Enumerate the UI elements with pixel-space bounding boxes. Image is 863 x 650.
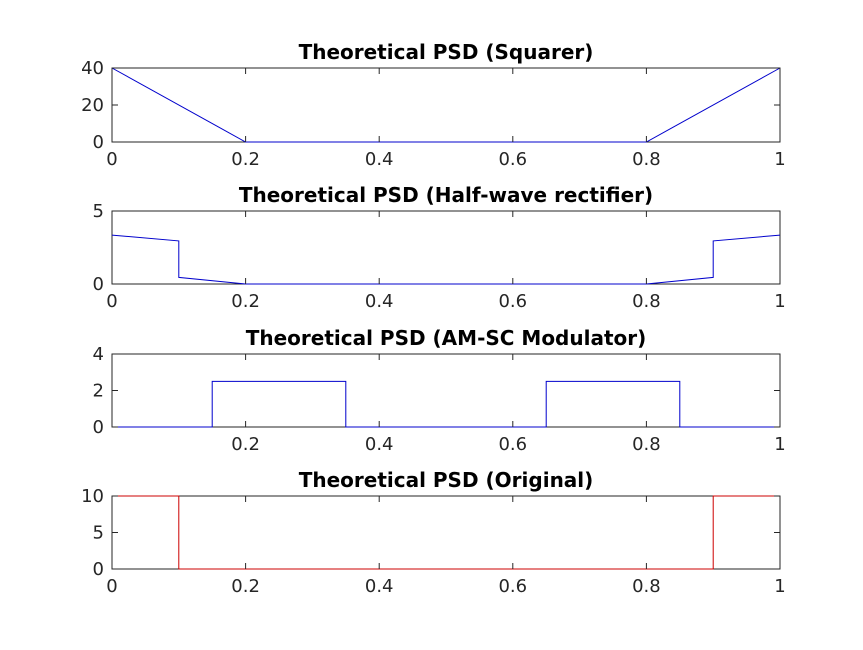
series-line xyxy=(111,67,781,143)
x-tick-label: 0.2 xyxy=(231,291,260,312)
axes-box xyxy=(111,495,781,570)
x-tick-label: 0 xyxy=(106,576,117,597)
y-tick-label: 40 xyxy=(81,58,104,79)
subplot-title: Theoretical PSD (AM-SC Modulator) xyxy=(246,326,647,350)
x-tick-label: 0.8 xyxy=(632,576,661,597)
x-tick-label: 0 xyxy=(106,291,117,312)
x-tick-label: 0.6 xyxy=(498,149,527,170)
y-tick-label: 0 xyxy=(93,417,104,438)
y-tick-label: 0 xyxy=(93,559,104,580)
x-tick-label: 0.6 xyxy=(498,434,527,455)
y-tick-label: 5 xyxy=(93,201,104,222)
y-tick-label: 20 xyxy=(81,95,104,116)
y-tick-label: 0 xyxy=(93,274,104,295)
x-tick-label: 0.4 xyxy=(365,291,394,312)
x-tick-label: 0 xyxy=(106,149,117,170)
x-tick-label: 1 xyxy=(774,434,785,455)
subplot-title: Theoretical PSD (Squarer) xyxy=(299,40,594,64)
x-tick-label: 0.8 xyxy=(632,434,661,455)
x-tick-label: 0.8 xyxy=(632,149,661,170)
x-tick-label: 0.2 xyxy=(231,434,260,455)
y-tick-label: 5 xyxy=(93,523,104,544)
series-line xyxy=(112,380,780,428)
subplot-title: Theoretical PSD (Half-wave rectifier) xyxy=(239,183,653,207)
axes-box xyxy=(111,353,781,428)
x-tick-label: 0.2 xyxy=(231,576,260,597)
x-tick-label: 0.8 xyxy=(632,291,661,312)
axes-box xyxy=(111,210,781,285)
subplot-am-sc-modulator: Theoretical PSD (AM-SC Modulator) 0.2 0.4… xyxy=(93,326,786,455)
x-tick-label: 0.6 xyxy=(498,576,527,597)
y-tick-label: 4 xyxy=(93,344,104,365)
axes-box xyxy=(111,67,781,143)
subplot-squarer: Theoretical PSD (Squarer) 0 0.2 0.4 0.6 0.8 1… xyxy=(81,40,786,170)
x-tick-label: 0.6 xyxy=(498,291,527,312)
series-line xyxy=(112,495,780,570)
series-line xyxy=(111,234,781,285)
subplot-title: Theoretical PSD (Original) xyxy=(299,468,594,492)
x-tick-label: 0.4 xyxy=(365,434,394,455)
x-tick-label: 1 xyxy=(774,149,785,170)
x-tick-label: 0.2 xyxy=(231,149,260,170)
y-tick-label: 2 xyxy=(93,381,104,402)
x-tick-label: 1 xyxy=(774,291,785,312)
x-tick-label: 1 xyxy=(774,576,785,597)
y-tick-label: 0 xyxy=(93,132,104,153)
x-tick-label: 0.4 xyxy=(365,149,394,170)
x-tick-label: 0.4 xyxy=(365,576,394,597)
y-tick-label: 10 xyxy=(81,486,104,507)
subplot-original: Theoretical PSD (Original) 0 0.2 0.4 0.6 0.8… xyxy=(81,468,786,597)
